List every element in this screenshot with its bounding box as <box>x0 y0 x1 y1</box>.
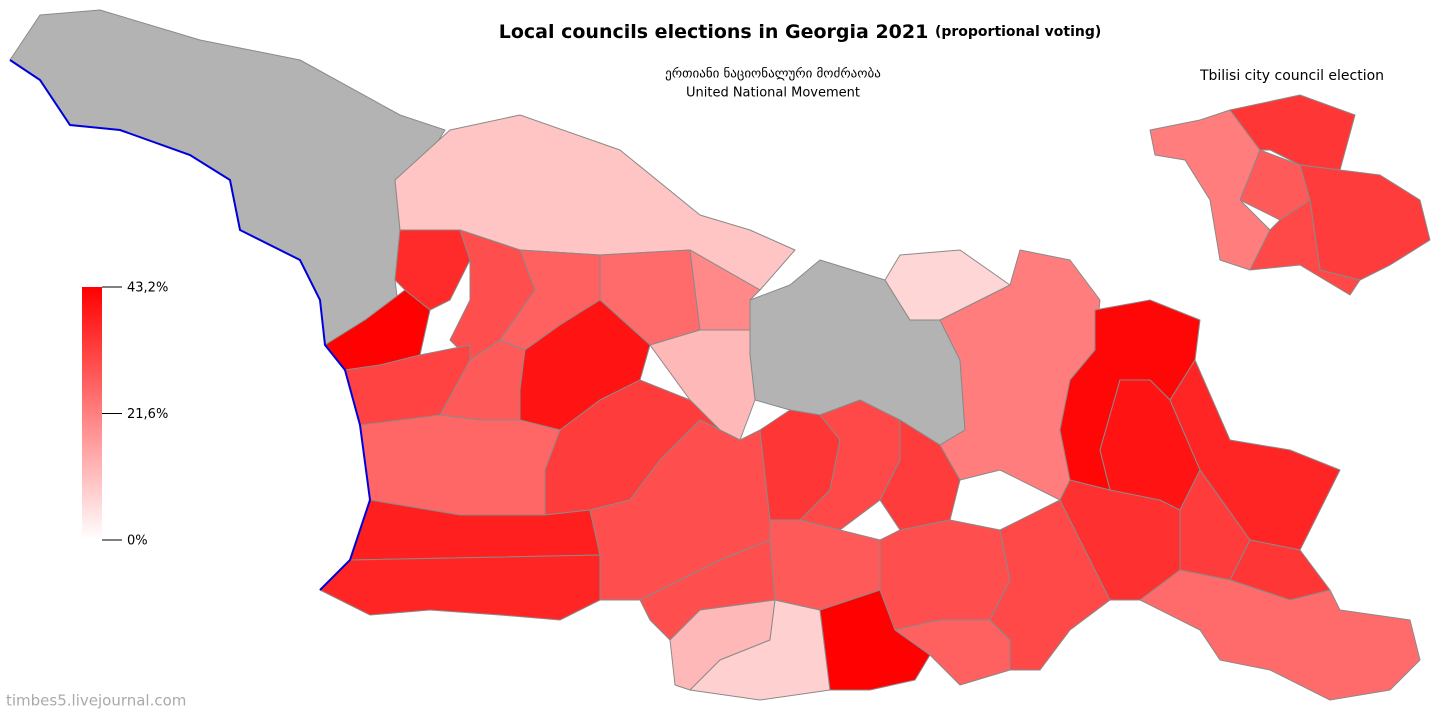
legend-tick-label: 21,6% <box>127 407 168 422</box>
legend-tick-label: 0% <box>127 534 148 549</box>
inset-region <box>1299 164 1431 281</box>
region <box>884 249 1011 321</box>
region <box>359 414 561 516</box>
title: Local councils elections in Georgia 2021… <box>499 21 1102 43</box>
title-note: (proportional voting) <box>935 24 1101 40</box>
region <box>689 249 761 331</box>
tbilisi-inset <box>1149 94 1431 296</box>
region <box>1139 569 1421 701</box>
legend-tick-label: 43,2% <box>127 281 168 296</box>
region <box>879 519 1011 631</box>
credit: timbes5.livejournal.com <box>6 692 186 710</box>
legend: 43,2% 21,6% 0% <box>102 281 168 549</box>
legend-bar <box>82 287 102 540</box>
region <box>799 399 901 531</box>
title-main: Local councils elections in Georgia 2021 <box>499 21 929 43</box>
party-ka: ერთიანი ნაციონალური მოძრაობა <box>665 67 881 82</box>
inset-title: Tbilisi city council election <box>1199 68 1384 84</box>
region <box>319 554 601 621</box>
inset-region <box>1249 199 1361 296</box>
coastline <box>9 59 372 591</box>
regions <box>9 9 1421 701</box>
party-en: United National Movement <box>686 86 860 101</box>
